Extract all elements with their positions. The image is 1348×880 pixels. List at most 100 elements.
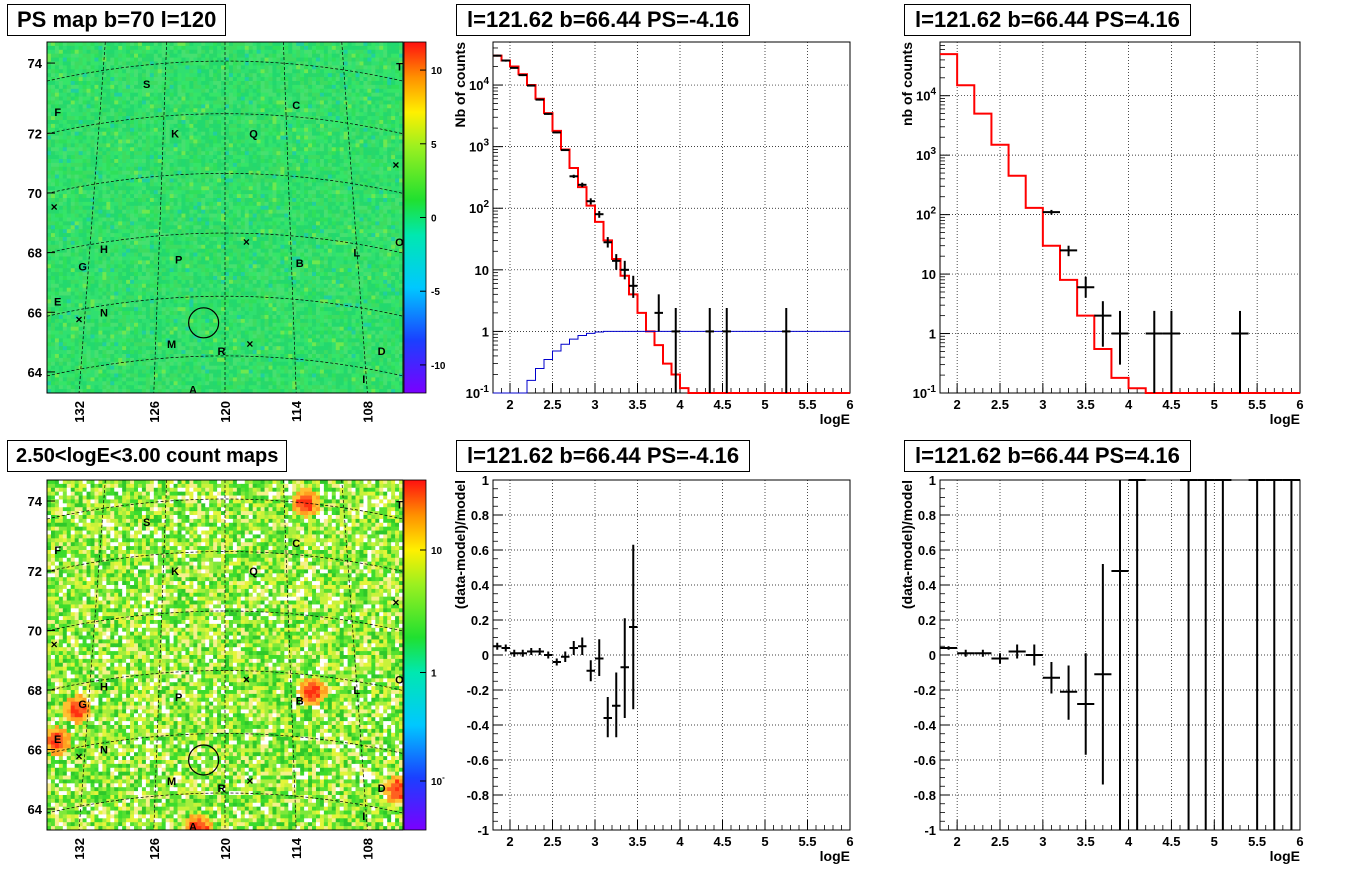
x-tick-label: 3 bbox=[1039, 397, 1046, 412]
y-tick-label: 0 bbox=[929, 648, 936, 663]
y-tick-label: 103 bbox=[469, 138, 489, 155]
source-label-P: P bbox=[175, 692, 182, 704]
x-axis-label: logE bbox=[1270, 848, 1300, 864]
x-tick-label: 126 bbox=[147, 838, 162, 860]
x-tick-label: 5.5 bbox=[1248, 397, 1266, 412]
colorbar bbox=[404, 480, 426, 830]
y-tick-label: 104 bbox=[916, 87, 936, 104]
colorbar-tick-label: 0 bbox=[431, 214, 437, 225]
map-x-marker: × bbox=[76, 750, 83, 764]
y-tick-label: 103 bbox=[916, 146, 936, 163]
y-tick-label: 1 bbox=[482, 324, 489, 339]
y-tick-label: 64 bbox=[28, 802, 43, 817]
x-tick-label: 5.5 bbox=[798, 834, 816, 849]
y-tick-label: -0.8 bbox=[914, 788, 936, 803]
y-tick-label: -0.8 bbox=[467, 788, 489, 803]
x-tick-label: 132 bbox=[72, 401, 87, 423]
y-tick-label: 68 bbox=[28, 246, 42, 261]
source-label-K: K bbox=[171, 128, 179, 140]
x-tick-label: 3.5 bbox=[628, 834, 646, 849]
x-axis-label: logE bbox=[820, 848, 850, 864]
map-bottom-title: 2.50<logE<3.00 count maps bbox=[7, 440, 287, 472]
y-tick-label: -0.2 bbox=[467, 683, 489, 698]
map-x-marker: × bbox=[392, 596, 399, 610]
source-label-D: D bbox=[378, 783, 386, 795]
series-step-line bbox=[493, 56, 850, 393]
source-label-F: F bbox=[54, 107, 61, 119]
x-tick-label: 4 bbox=[1125, 397, 1133, 412]
x-tick-label: 4.5 bbox=[713, 834, 731, 849]
y-tick-label: 1 bbox=[482, 473, 489, 488]
resid-left-title: l=121.62 b=66.44 PS=-4.16 bbox=[456, 440, 750, 472]
source-label-E: E bbox=[54, 297, 61, 309]
x-tick-label: 5 bbox=[1211, 834, 1218, 849]
source-label-T: T bbox=[396, 62, 403, 74]
map-x-marker: × bbox=[243, 673, 250, 687]
x-tick-label: 2 bbox=[954, 397, 961, 412]
spec-left-title: l=121.62 b=66.44 PS=-4.16 bbox=[456, 4, 750, 36]
x-tick-label: 120 bbox=[218, 838, 233, 860]
y-tick-label: -1 bbox=[477, 823, 489, 838]
y-tick-label: -0.2 bbox=[914, 683, 936, 698]
source-label-M: M bbox=[167, 776, 176, 788]
x-tick-label: 4 bbox=[676, 834, 684, 849]
x-tick-label: 5 bbox=[1211, 397, 1218, 412]
x-tick-label: 3.5 bbox=[1077, 397, 1095, 412]
y-tick-label: 102 bbox=[469, 199, 489, 216]
source-label-C: C bbox=[292, 100, 300, 112]
source-label-S: S bbox=[143, 79, 150, 91]
source-label-Q: Q bbox=[249, 128, 258, 140]
source-label-Q: Q bbox=[249, 566, 258, 578]
x-tick-label: 6 bbox=[846, 834, 853, 849]
y-tick-label: 0.4 bbox=[471, 578, 490, 593]
source-label-B: B bbox=[296, 696, 304, 708]
map-x-marker: × bbox=[51, 638, 58, 652]
map-top-title: PS map b=70 l=120 bbox=[7, 4, 226, 36]
x-tick-label: 6 bbox=[1296, 397, 1303, 412]
x-tick-label: 3.5 bbox=[628, 397, 646, 412]
source-label-T: T bbox=[396, 500, 403, 512]
y-tick-label: 10 bbox=[475, 263, 489, 278]
source-label-G: G bbox=[78, 262, 87, 274]
map-x-marker: × bbox=[246, 774, 253, 788]
source-label-S: S bbox=[143, 517, 150, 529]
source-label-A: A bbox=[189, 822, 197, 834]
source-label-M: M bbox=[167, 339, 176, 351]
series-step-line bbox=[493, 331, 850, 393]
x-tick-label: 3 bbox=[591, 397, 598, 412]
x-tick-label: 5 bbox=[761, 834, 768, 849]
x-tick-label: 132 bbox=[72, 838, 87, 860]
x-tick-label: 5.5 bbox=[798, 397, 816, 412]
x-tick-label: 114 bbox=[289, 837, 304, 859]
y-tick-label: 72 bbox=[28, 126, 42, 141]
source-label-H: H bbox=[100, 244, 108, 256]
x-tick-label: 2 bbox=[506, 834, 513, 849]
source-label-G: G bbox=[78, 699, 87, 711]
spec-right-title: l=121.62 b=66.44 PS=4.16 bbox=[904, 4, 1191, 36]
y-tick-label: 0.2 bbox=[471, 613, 489, 628]
x-tick-label: 3 bbox=[1039, 834, 1046, 849]
source-label-R: R bbox=[217, 783, 225, 795]
x-tick-label: 2 bbox=[954, 834, 961, 849]
x-tick-label: 4.5 bbox=[1162, 397, 1180, 412]
source-label-H: H bbox=[100, 682, 108, 694]
y-tick-label: 0.4 bbox=[918, 578, 937, 593]
colorbar-tick-label: 5 bbox=[431, 140, 437, 151]
x-tick-label: 2 bbox=[506, 397, 513, 412]
y-tick-label: 68 bbox=[28, 683, 42, 698]
source-label-K: K bbox=[171, 566, 179, 578]
x-tick-label: 5.5 bbox=[1248, 834, 1266, 849]
y-axis-label: (data-model)/model bbox=[899, 480, 915, 609]
x-tick-label: 4 bbox=[676, 397, 684, 412]
source-label-N: N bbox=[100, 307, 108, 319]
